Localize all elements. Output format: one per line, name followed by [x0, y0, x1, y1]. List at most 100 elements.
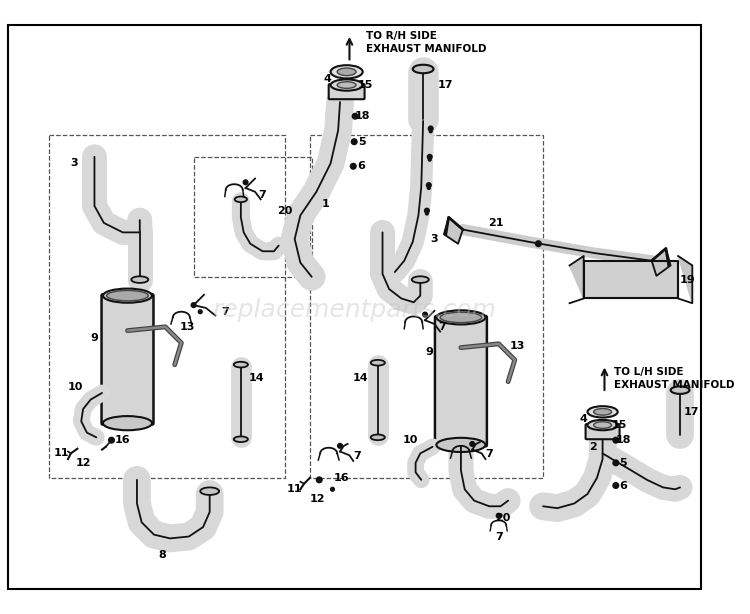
Text: 14: 14: [249, 373, 265, 383]
Circle shape: [191, 303, 196, 308]
Circle shape: [198, 310, 202, 314]
Circle shape: [427, 155, 432, 159]
Text: 20: 20: [495, 513, 510, 523]
Text: 7: 7: [353, 451, 361, 461]
Ellipse shape: [587, 406, 618, 418]
Circle shape: [613, 437, 619, 443]
Ellipse shape: [103, 289, 152, 303]
Text: 15: 15: [358, 80, 374, 90]
Text: 17: 17: [438, 80, 454, 90]
Ellipse shape: [338, 82, 356, 88]
Text: 12: 12: [75, 458, 91, 468]
Circle shape: [427, 187, 430, 189]
Text: 4: 4: [324, 74, 332, 84]
Polygon shape: [569, 256, 584, 298]
Circle shape: [428, 158, 431, 161]
Text: 9: 9: [91, 333, 98, 343]
Text: TO L/H SIDE
EXHAUST MANIFOLD: TO L/H SIDE EXHAUST MANIFOLD: [614, 367, 734, 390]
Circle shape: [352, 114, 358, 119]
Circle shape: [423, 312, 427, 317]
Ellipse shape: [370, 435, 385, 440]
Polygon shape: [678, 256, 692, 303]
Circle shape: [427, 183, 431, 187]
Text: 18: 18: [616, 435, 631, 445]
Text: 20: 20: [278, 206, 293, 216]
Text: 13: 13: [179, 322, 195, 332]
Ellipse shape: [131, 276, 148, 283]
Text: 16: 16: [334, 473, 350, 483]
Text: 5: 5: [358, 137, 365, 147]
Ellipse shape: [331, 79, 363, 91]
Circle shape: [424, 208, 429, 213]
Circle shape: [338, 443, 343, 448]
Text: 7: 7: [221, 307, 229, 317]
FancyBboxPatch shape: [586, 424, 620, 439]
Ellipse shape: [587, 420, 618, 430]
Ellipse shape: [593, 422, 611, 429]
Ellipse shape: [370, 360, 385, 365]
Text: 18: 18: [355, 111, 370, 121]
Ellipse shape: [593, 408, 611, 415]
Ellipse shape: [234, 437, 248, 442]
Ellipse shape: [235, 196, 247, 202]
Circle shape: [350, 163, 356, 169]
Text: 2: 2: [590, 442, 597, 452]
Text: 11: 11: [54, 448, 69, 459]
Circle shape: [331, 488, 334, 491]
Text: 11: 11: [287, 484, 302, 494]
Polygon shape: [652, 249, 670, 276]
Ellipse shape: [200, 488, 219, 495]
Text: 13: 13: [510, 341, 525, 351]
Text: 7: 7: [495, 532, 502, 542]
Text: 12: 12: [310, 494, 325, 503]
FancyBboxPatch shape: [328, 84, 364, 99]
Circle shape: [496, 513, 501, 518]
Text: 15: 15: [612, 420, 627, 430]
Text: 5: 5: [620, 458, 627, 468]
Circle shape: [613, 483, 619, 488]
Circle shape: [470, 441, 475, 446]
Circle shape: [613, 460, 619, 465]
FancyBboxPatch shape: [435, 316, 487, 446]
Text: 8: 8: [158, 550, 166, 561]
Text: TO R/H SIDE
EXHAUST MANIFOLD: TO R/H SIDE EXHAUST MANIFOLD: [367, 31, 487, 55]
Ellipse shape: [413, 64, 434, 73]
Circle shape: [429, 130, 432, 133]
Text: 7: 7: [485, 449, 494, 459]
Text: 7: 7: [259, 190, 266, 200]
Text: 14: 14: [353, 373, 368, 383]
Text: 10: 10: [404, 435, 418, 445]
Text: 16: 16: [115, 435, 130, 445]
Ellipse shape: [106, 290, 148, 301]
Ellipse shape: [440, 312, 482, 322]
Text: 21: 21: [488, 218, 503, 228]
Polygon shape: [584, 261, 678, 298]
Text: 17: 17: [683, 407, 699, 417]
Circle shape: [536, 241, 542, 247]
Circle shape: [316, 477, 322, 483]
Circle shape: [243, 180, 248, 185]
Circle shape: [425, 212, 428, 215]
Ellipse shape: [103, 416, 152, 430]
Ellipse shape: [338, 68, 356, 76]
Text: 6: 6: [357, 161, 364, 171]
Text: 6: 6: [620, 481, 627, 491]
Text: 4: 4: [580, 414, 588, 424]
Ellipse shape: [436, 438, 485, 452]
Ellipse shape: [436, 310, 485, 324]
Ellipse shape: [331, 65, 363, 79]
Text: replacementparts.com: replacementparts.com: [212, 298, 496, 322]
Text: 3: 3: [70, 158, 77, 168]
Text: 3: 3: [430, 234, 438, 244]
Text: 19: 19: [680, 274, 695, 285]
Text: 7: 7: [438, 322, 446, 332]
Ellipse shape: [412, 276, 429, 283]
Circle shape: [428, 126, 433, 131]
Text: 9: 9: [426, 348, 433, 357]
Ellipse shape: [670, 386, 689, 394]
Polygon shape: [444, 217, 463, 244]
Text: 1: 1: [322, 199, 330, 209]
Text: 10: 10: [68, 383, 83, 392]
Ellipse shape: [234, 362, 248, 367]
Circle shape: [109, 437, 114, 443]
